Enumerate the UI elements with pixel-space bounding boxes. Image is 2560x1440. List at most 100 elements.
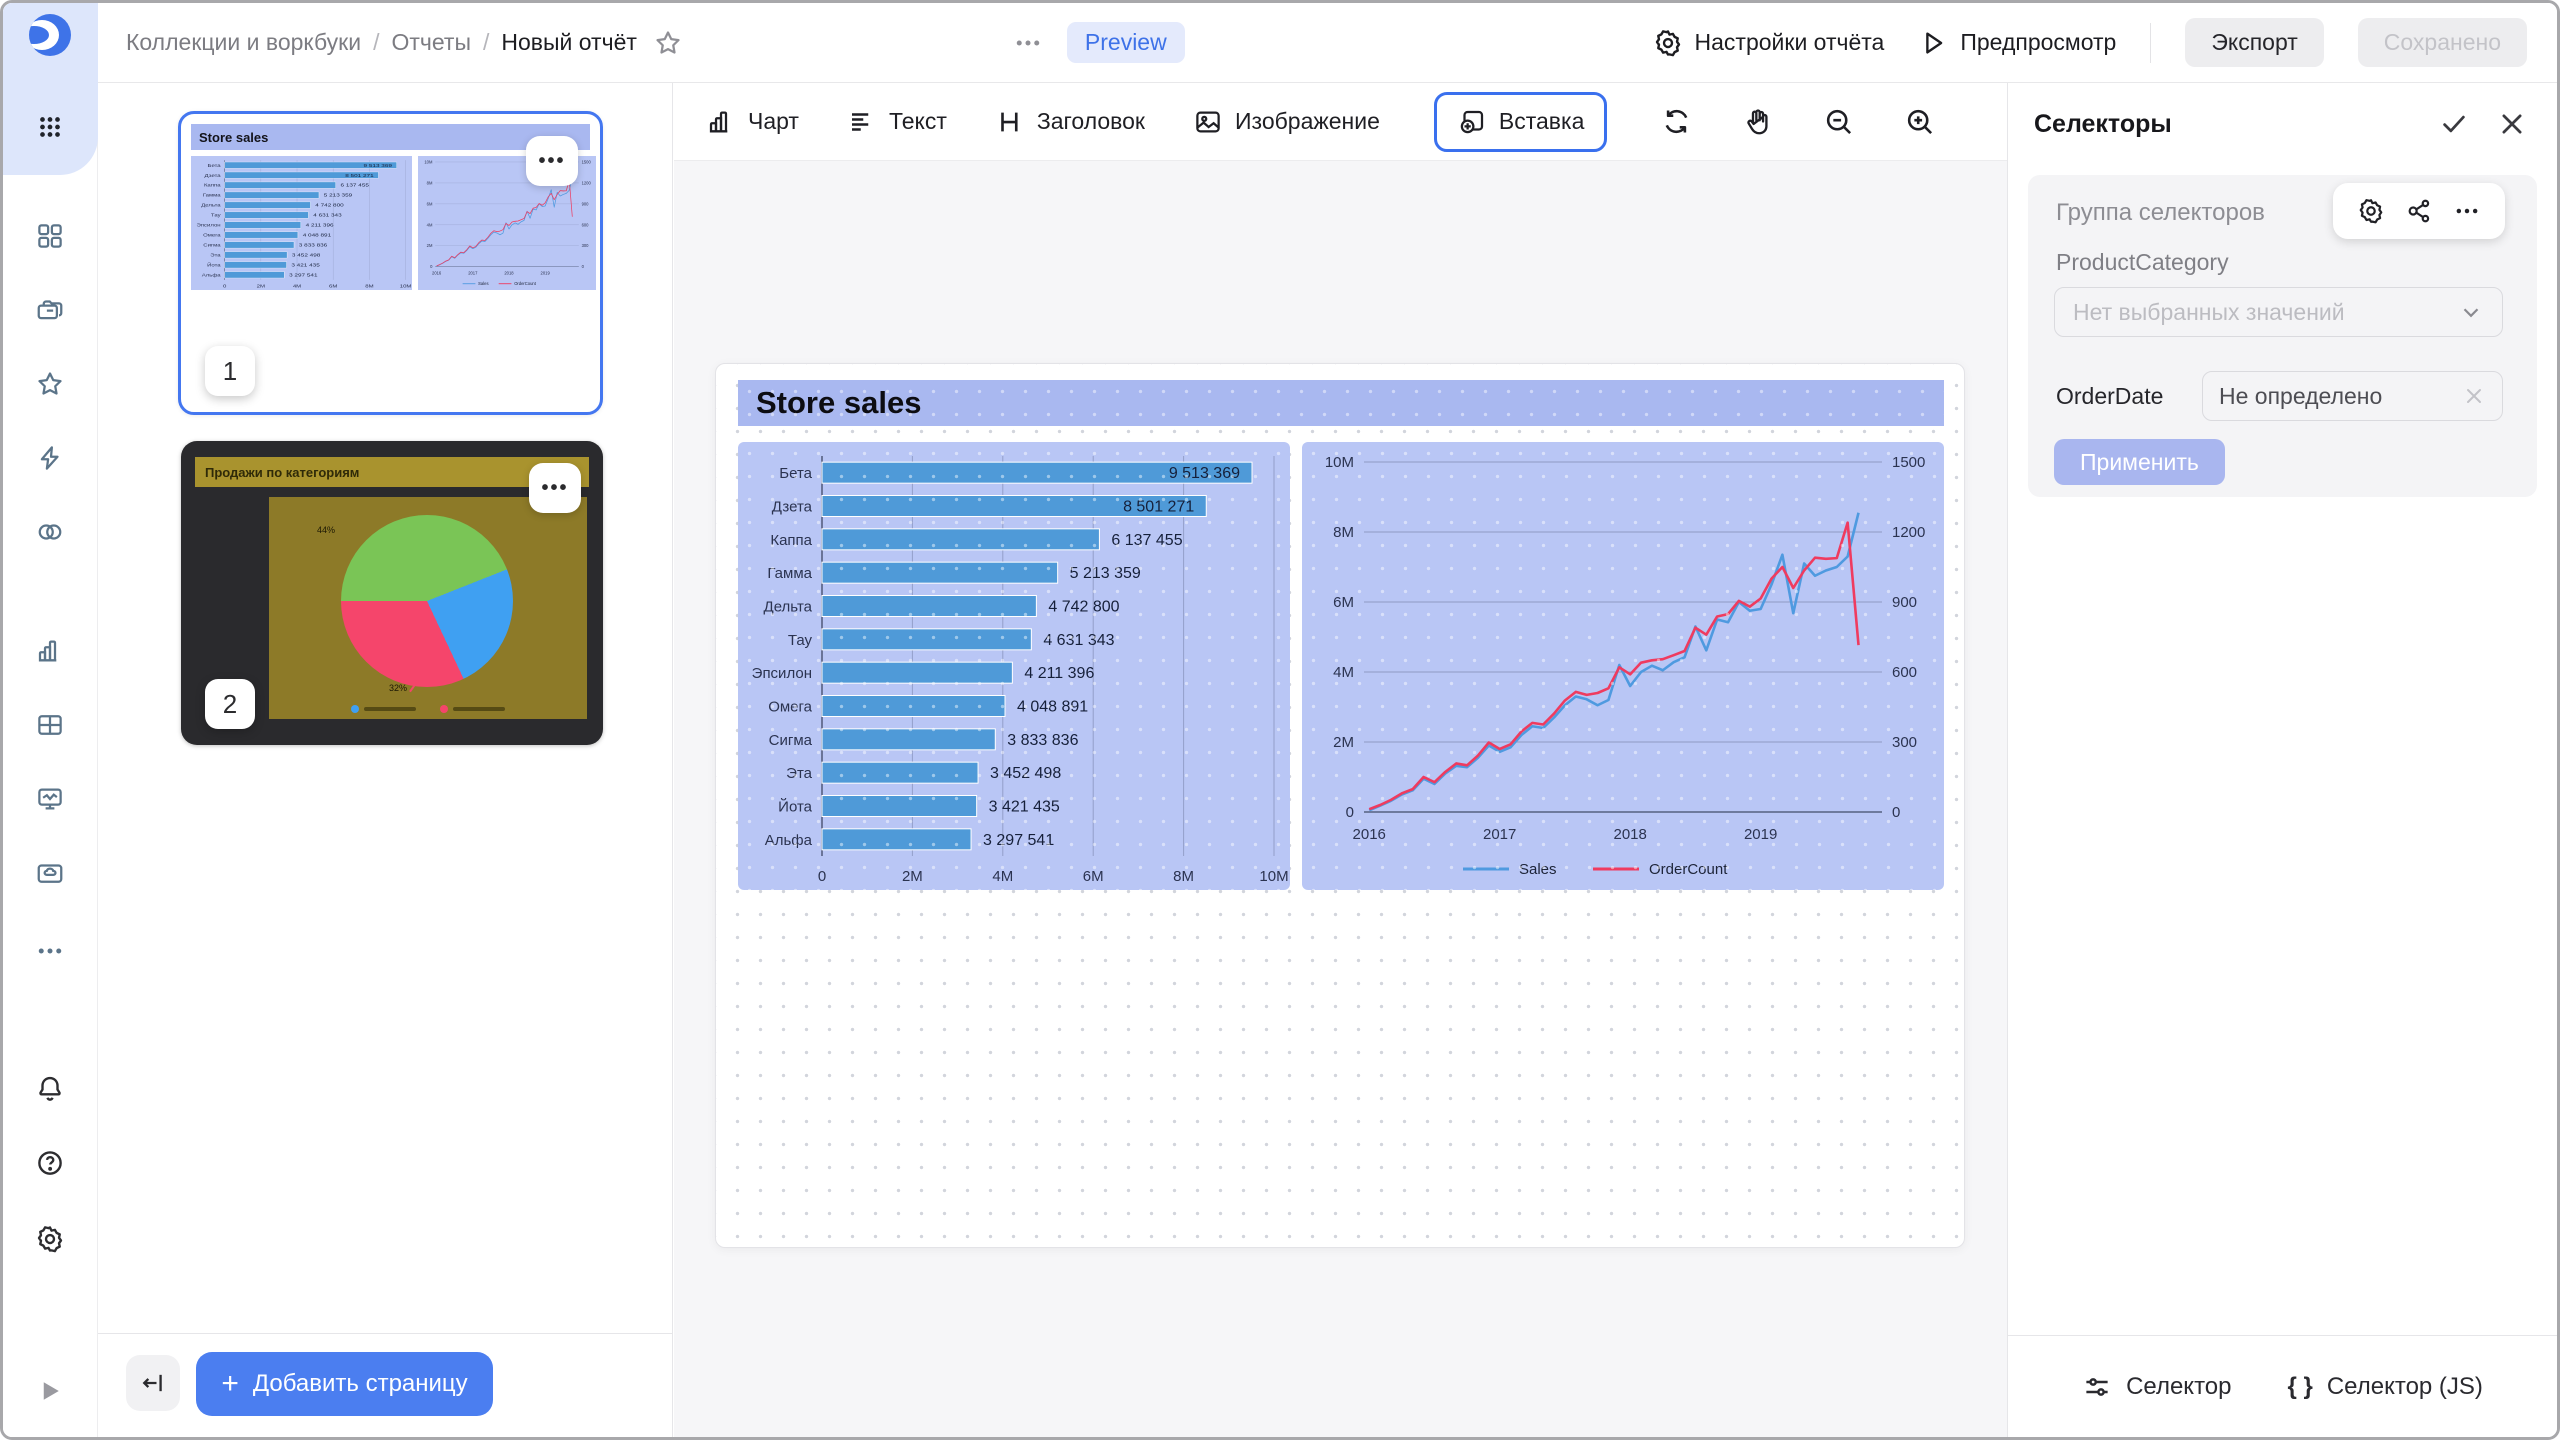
selectors-title: Селекторы (2034, 109, 2172, 138)
apps-grid-icon[interactable] (34, 111, 66, 143)
group-more-icon[interactable] (2453, 197, 2481, 225)
svg-text:10M: 10M (424, 159, 432, 164)
report-page[interactable]: Store sales 0 2M 4M 6M 8M 10M Бета 9 513 369 Дзе… (715, 363, 1965, 1248)
add-page-label: Добавить страницу (252, 1370, 468, 1397)
report-settings-label: Настройки отчёта (1694, 29, 1885, 55)
more-menu-icon[interactable] (1013, 28, 1043, 58)
add-page-button[interactable]: + Добавить страницу (196, 1352, 493, 1416)
title-widget[interactable]: Store sales (738, 380, 1944, 426)
svg-text:3 297 541: 3 297 541 (289, 273, 317, 278)
connections-circles-icon[interactable] (34, 516, 66, 548)
svg-text:6M: 6M (1083, 868, 1104, 885)
svg-text:3 421 435: 3 421 435 (291, 263, 319, 268)
svg-text:3 297 541: 3 297 541 (983, 832, 1054, 849)
zoom-out-icon[interactable] (1823, 106, 1854, 137)
lightning-icon[interactable] (34, 442, 66, 474)
add-chart-button[interactable]: Чарт (706, 107, 799, 137)
star-icon[interactable] (34, 368, 66, 400)
canvas-area: Чарт Текст Заголовок Изображение Вставка (674, 83, 2007, 1437)
collapse-panel-button[interactable] (126, 1355, 180, 1411)
preview-button-label: Предпросмотр (1960, 29, 2117, 55)
favorite-star-icon[interactable] (653, 28, 683, 58)
svg-text:6M: 6M (1333, 594, 1354, 611)
svg-text:0: 0 (818, 868, 826, 885)
report-settings-button[interactable]: Настройки отчёта (1653, 28, 1885, 58)
pan-hand-icon[interactable] (1742, 106, 1773, 137)
group-settings-gear-icon[interactable] (2357, 197, 2385, 225)
breadcrumb-reports[interactable]: Отчеты (391, 29, 471, 55)
svg-text:600: 600 (582, 222, 589, 227)
datalens-logo[interactable] (29, 14, 71, 56)
breadcrumb-collections[interactable]: Коллекции и воркбуки (126, 29, 362, 55)
svg-text:Альфа: Альфа (765, 832, 813, 849)
storage-folder-icon[interactable] (34, 857, 66, 889)
svg-text:8 501 271: 8 501 271 (1123, 499, 1194, 516)
clear-x-icon[interactable] (2462, 384, 2486, 408)
refresh-icon[interactable] (1661, 106, 1692, 137)
add-heading-button[interactable]: Заголовок (995, 107, 1145, 137)
dashboard-squares-icon[interactable] (34, 220, 66, 252)
svg-text:0: 0 (582, 264, 585, 269)
svg-text:5 213 359: 5 213 359 (324, 193, 352, 198)
export-button[interactable]: Экспорт (2185, 18, 2324, 67)
product-category-label: ProductCategory (2056, 249, 2229, 275)
bell-icon[interactable] (34, 1072, 66, 1104)
image-label: Изображение (1235, 108, 1380, 134)
svg-text:Тау: Тау (211, 213, 221, 218)
svg-text:4 211 396: 4 211 396 (1024, 665, 1094, 682)
saved-button: Сохранено (2357, 18, 2527, 67)
help-icon[interactable] (34, 1147, 66, 1179)
legend-text-1 (364, 707, 416, 711)
confirm-check-icon[interactable] (2439, 109, 2469, 139)
zoom-in-icon[interactable] (1904, 106, 1935, 137)
collections-folders-icon[interactable] (34, 294, 66, 326)
svg-text:900: 900 (582, 201, 589, 206)
pages-panel: Store sales 0 2M 4M 6M 8M 10M Бета 9 513 369 Дзе… (98, 83, 673, 1437)
svg-text:6 137 455: 6 137 455 (1111, 532, 1182, 549)
selector-label: Селектор (2126, 1372, 2232, 1400)
group-links-icon[interactable] (2405, 197, 2433, 225)
datasets-table-icon[interactable] (34, 709, 66, 741)
thumb1-menu-icon[interactable]: ••• (526, 136, 578, 186)
charts-icon[interactable] (34, 635, 66, 667)
svg-text:Эта: Эта (210, 253, 220, 258)
legend-text-2 (453, 707, 505, 711)
svg-text:2016: 2016 (1353, 826, 1386, 843)
close-icon[interactable] (2497, 109, 2527, 139)
expand-rail-icon[interactable] (34, 1375, 66, 1407)
svg-text:OrderCount: OrderCount (1649, 861, 1728, 878)
svg-text:Дзета: Дзета (205, 173, 221, 178)
preview-badge: Preview (1066, 22, 1185, 63)
text-label: Текст (888, 108, 947, 134)
svg-text:4 742 800: 4 742 800 (1048, 599, 1119, 616)
svg-text:0: 0 (430, 264, 433, 269)
insert-button[interactable]: Вставка (1433, 91, 1608, 152)
svg-text:1500: 1500 (1892, 454, 1925, 471)
page-thumbnail-1[interactable]: Store sales 0 2M 4M 6M 8M 10M Бета 9 513 369 Дзе… (178, 111, 603, 415)
braces-icon: { } (2287, 1372, 2313, 1400)
dashboards-monitor-icon[interactable] (34, 783, 66, 815)
svg-text:Каппа: Каппа (770, 532, 812, 549)
more-ellipsis-icon[interactable] (34, 935, 66, 967)
selector-group-toolbar (2333, 183, 2505, 239)
bar-chart-widget[interactable]: 0 2M 4M 6M 8M 10M Бета 9 513 369 Дзета 8 501 271 К… (738, 442, 1290, 890)
dropdown-placeholder: Нет выбранных значений (2073, 298, 2345, 325)
preview-button[interactable]: Предпросмотр (1918, 28, 2116, 58)
add-text-button[interactable]: Текст (847, 107, 947, 137)
selector-group-card[interactable]: Группа селекторов ProductCategory Нет вы… (2028, 175, 2537, 497)
canvas-toolbar: Чарт Текст Заголовок Изображение Вставка (674, 83, 2007, 161)
order-date-field[interactable]: Не определено (2202, 371, 2503, 421)
add-selector-js-button[interactable]: { } Селектор (JS) (2287, 1373, 2482, 1401)
add-image-button[interactable]: Изображение (1193, 107, 1380, 137)
svg-text:3 833 836: 3 833 836 (299, 243, 327, 248)
svg-text:Гамма: Гамма (767, 565, 812, 582)
add-selector-button[interactable]: Селектор (2082, 1372, 2231, 1402)
page-thumbnail-2[interactable]: Продажи по категориям 44% 32% ••• 2 (181, 441, 603, 745)
svg-text:Бета: Бета (779, 465, 812, 482)
settings-gear-icon[interactable] (34, 1223, 66, 1255)
product-category-dropdown[interactable]: Нет выбранных значений (2054, 287, 2503, 337)
thumb2-menu-icon[interactable]: ••• (529, 463, 581, 513)
apply-button[interactable]: Применить (2054, 439, 2225, 485)
line-chart-widget[interactable]: 0 0 2M 300 4M 600 6M 900 8M 1200 10M 1500 2016 2017 20… (1302, 442, 1944, 890)
